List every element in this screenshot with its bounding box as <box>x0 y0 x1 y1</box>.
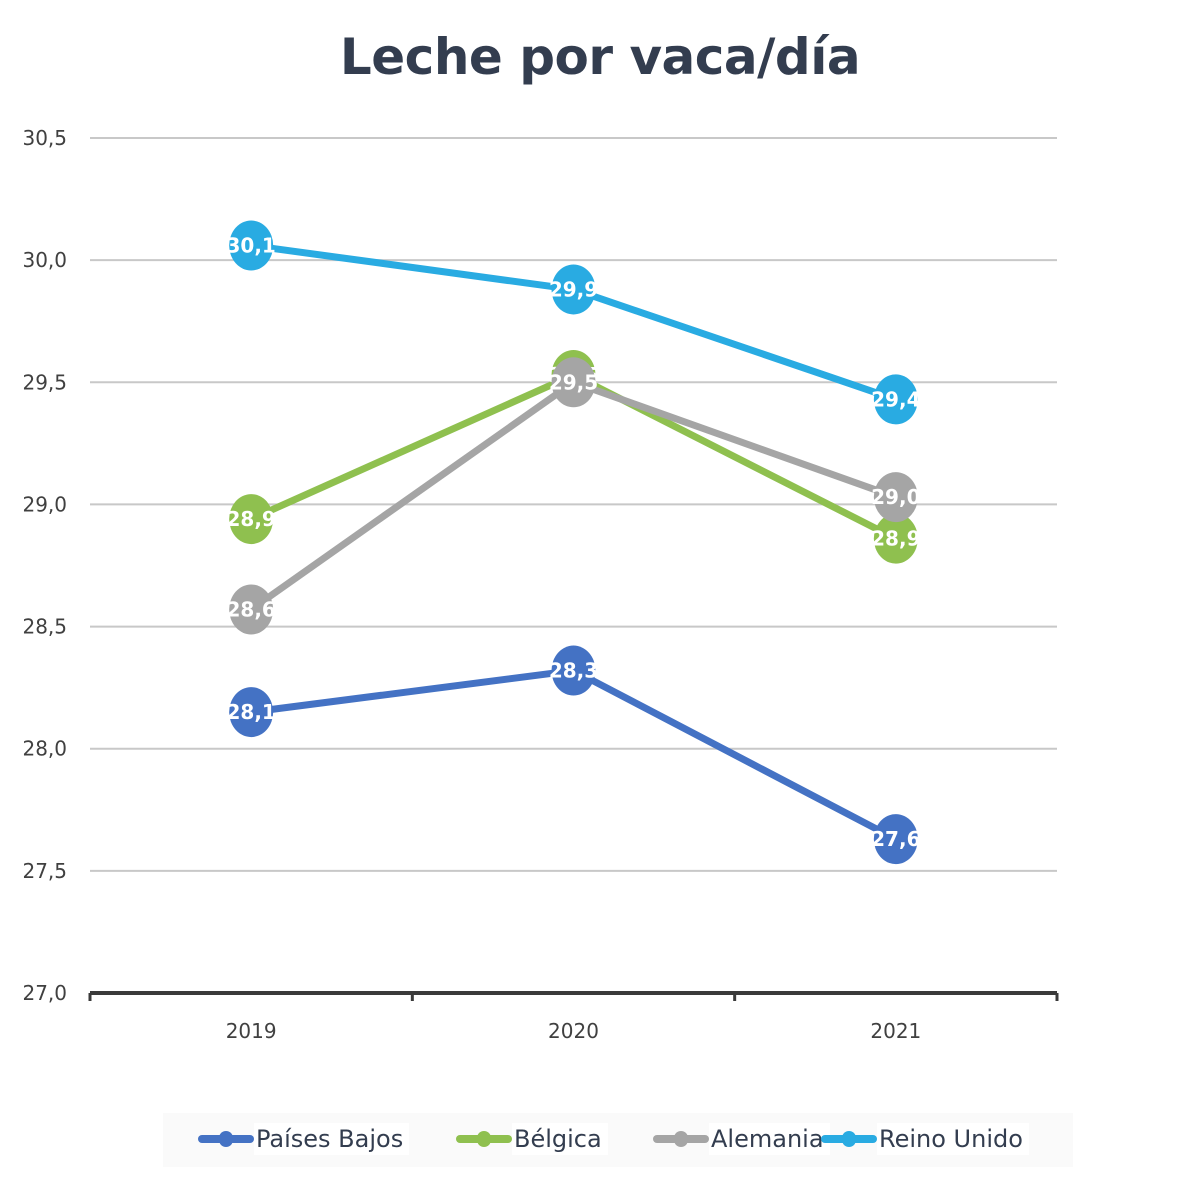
data-point-marker <box>229 584 274 635</box>
data-point-marker <box>229 494 274 545</box>
x-tick-label: 2020 <box>548 1019 599 1043</box>
legend-dot-icon <box>674 1131 688 1147</box>
legend-dot-icon <box>219 1131 233 1147</box>
legend-label: Reino Unido <box>877 1123 1029 1155</box>
data-point-marker <box>873 374 918 425</box>
data-label: 28,9 <box>226 507 275 531</box>
y-tick-label: 30,5 <box>22 126 67 150</box>
x-tick-label: 2021 <box>870 1019 921 1043</box>
data-point-marker <box>551 357 596 408</box>
y-tick-label: 28,0 <box>22 737 67 761</box>
line-chart: 27,0 27,5 28,0 28,5 29,0 29,5 30,0 30,5 2019 202… <box>22 126 1059 1043</box>
x-axis: 2019 2020 2021 <box>88 991 1059 1043</box>
data-point-marker <box>873 513 918 564</box>
legend-item: Bélgica <box>456 1121 608 1157</box>
chart-title: Leche por vaca/día <box>339 28 861 86</box>
legend: Países Bajos Bélgica Alemania Reino Unido <box>163 1113 1073 1167</box>
data-label: 29,9 <box>549 277 598 301</box>
data-label: 29,4 <box>871 387 920 411</box>
data-point-marker <box>551 264 596 315</box>
legend-item: Países Bajos <box>198 1121 410 1157</box>
data-label: 28,1 <box>226 700 275 724</box>
legend-line-marker-icon <box>198 1131 254 1147</box>
y-tick-label: 30,0 <box>22 248 67 272</box>
legend-line-marker-icon <box>821 1131 877 1147</box>
data-label: 28,3 <box>549 659 598 683</box>
y-axis-ticks: 27,0 27,5 28,0 28,5 29,0 29,5 30,0 30,5 <box>22 126 67 1005</box>
data-point-marker <box>229 220 274 271</box>
series-line <box>247 667 900 843</box>
series-line <box>247 378 900 613</box>
series-reino-unido: 30,1 29,9 29,4 <box>226 220 921 425</box>
legend-label: Países Bajos <box>254 1123 410 1155</box>
x-tick-label: 2019 <box>226 1019 277 1043</box>
series-alemania: 28,6 29,5 29,0 <box>226 357 921 635</box>
legend-label: Alemania <box>709 1123 830 1155</box>
series-group: 28,128,327,628,929,528,928,629,529,030,1… <box>226 220 921 865</box>
legend-item: Reino Unido <box>821 1121 1029 1157</box>
y-tick-label: 29,5 <box>22 370 67 394</box>
data-label: 28,6 <box>226 597 275 621</box>
legend-line-marker-icon <box>653 1131 709 1147</box>
y-tick-label: 29,0 <box>22 492 67 516</box>
y-tick-label: 27,5 <box>22 859 67 883</box>
data-label: 29,0 <box>871 485 920 509</box>
legend-dot-icon <box>842 1131 856 1147</box>
legend-label: Bélgica <box>512 1123 608 1155</box>
legend-dot-icon <box>477 1131 491 1147</box>
data-point-marker <box>873 472 918 523</box>
data-label: 28,9 <box>871 527 920 551</box>
data-label: 30,1 <box>226 233 275 257</box>
data-point-marker <box>551 645 596 696</box>
data-label: 29,5 <box>549 370 598 394</box>
y-tick-label: 28,5 <box>22 615 67 639</box>
y-tick-label: 27,0 <box>22 981 67 1005</box>
data-label: 27,6 <box>871 827 920 851</box>
data-point-marker <box>873 814 918 865</box>
series-países-bajos: 28,1 28,3 27,6 <box>226 645 921 865</box>
data-point-marker <box>229 687 274 738</box>
legend-line-marker-icon <box>456 1131 512 1147</box>
legend-item: Alemania <box>653 1121 830 1157</box>
